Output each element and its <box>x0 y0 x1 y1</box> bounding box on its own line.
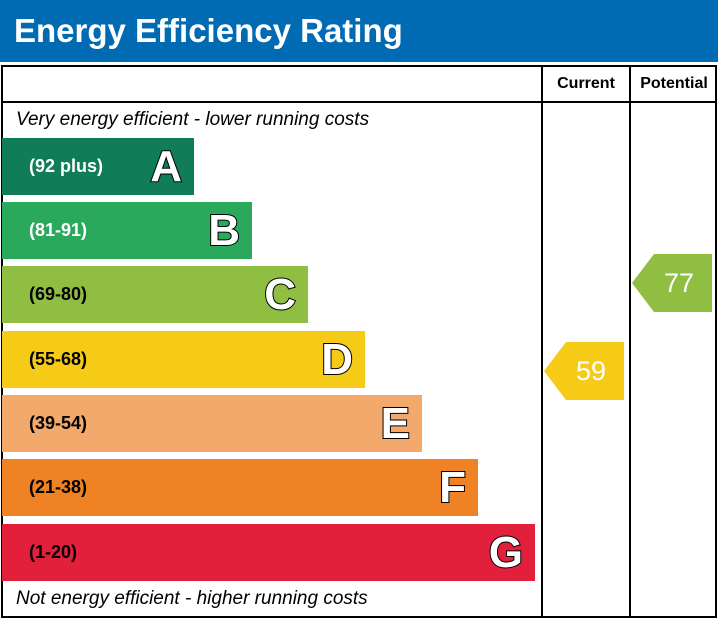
top-note: Very energy efficient - lower running co… <box>16 109 370 130</box>
band-a: (92 plus) A <box>2 138 194 195</box>
potential-rating-arrow: 77 <box>632 254 712 312</box>
band-range: (92 plus) <box>29 156 104 176</box>
band-range: (69-80) <box>29 284 88 304</box>
divider <box>629 65 631 618</box>
current-rating-value: 59 <box>575 356 606 386</box>
divider <box>541 65 543 618</box>
band-range: (81-91) <box>29 220 88 240</box>
arrow-shape <box>544 342 624 400</box>
current-rating-arrow: 59 <box>544 342 624 400</box>
arrow-shape <box>632 254 712 312</box>
band-letter: B <box>207 205 241 256</box>
band-letter: D <box>320 334 354 385</box>
band-c: (69-80) C <box>2 266 308 323</box>
band-letter: E <box>380 398 411 449</box>
band-d: (55-68) D <box>2 331 365 388</box>
band-f: (21-38) F <box>2 459 478 516</box>
band-b: (81-91) B <box>2 202 252 259</box>
current-column-header: Current <box>557 75 615 92</box>
band-e: (39-54) E <box>2 395 422 452</box>
potential-column-header: Potential <box>640 75 708 92</box>
band-letter: C <box>263 269 297 320</box>
band-letter: A <box>149 141 183 192</box>
band-g: (1-20) G <box>2 524 535 581</box>
bottom-note: Not energy efficient - higher running co… <box>16 588 368 609</box>
band-range: (1-20) <box>29 542 78 562</box>
band-range: (21-38) <box>29 477 88 497</box>
potential-rating-value: 77 <box>663 268 694 298</box>
page-title: Energy Efficiency Rating <box>0 0 718 62</box>
band-letter: G <box>488 527 524 578</box>
divider <box>1 101 717 103</box>
band-range: (55-68) <box>29 349 88 369</box>
band-letter: F <box>438 462 467 513</box>
band-range: (39-54) <box>29 413 88 433</box>
